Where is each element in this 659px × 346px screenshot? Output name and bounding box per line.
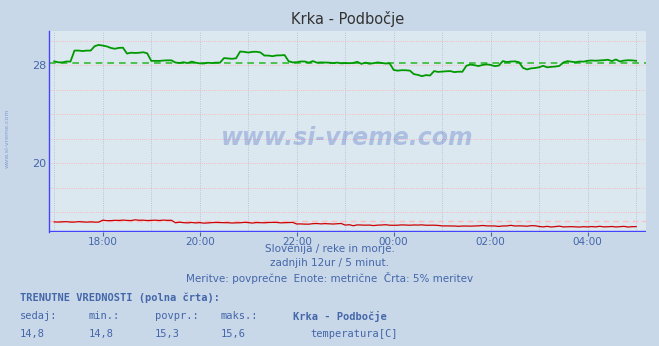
- Text: TRENUTNE VREDNOSTI (polna črta):: TRENUTNE VREDNOSTI (polna črta):: [20, 292, 219, 303]
- Text: povpr.:: povpr.:: [155, 311, 198, 321]
- Text: Slovenija / reke in morje.: Slovenija / reke in morje.: [264, 244, 395, 254]
- Text: zadnjih 12ur / 5 minut.: zadnjih 12ur / 5 minut.: [270, 258, 389, 268]
- Text: Meritve: povprečne  Enote: metrične  Črta: 5% meritev: Meritve: povprečne Enote: metrične Črta:…: [186, 272, 473, 284]
- Text: 14,8: 14,8: [89, 329, 114, 339]
- Text: www.si-vreme.com: www.si-vreme.com: [221, 126, 474, 149]
- Text: 14,8: 14,8: [20, 329, 45, 339]
- Text: 15,6: 15,6: [221, 329, 246, 339]
- Text: Krka - Podbočje: Krka - Podbočje: [293, 311, 387, 322]
- Text: sedaj:: sedaj:: [20, 311, 57, 321]
- Text: www.si-vreme.com: www.si-vreme.com: [5, 109, 10, 168]
- Text: maks.:: maks.:: [221, 311, 258, 321]
- Title: Krka - Podbočje: Krka - Podbočje: [291, 11, 404, 27]
- Text: 15,3: 15,3: [155, 329, 180, 339]
- Text: min.:: min.:: [89, 311, 120, 321]
- Text: temperatura[C]: temperatura[C]: [310, 329, 398, 339]
